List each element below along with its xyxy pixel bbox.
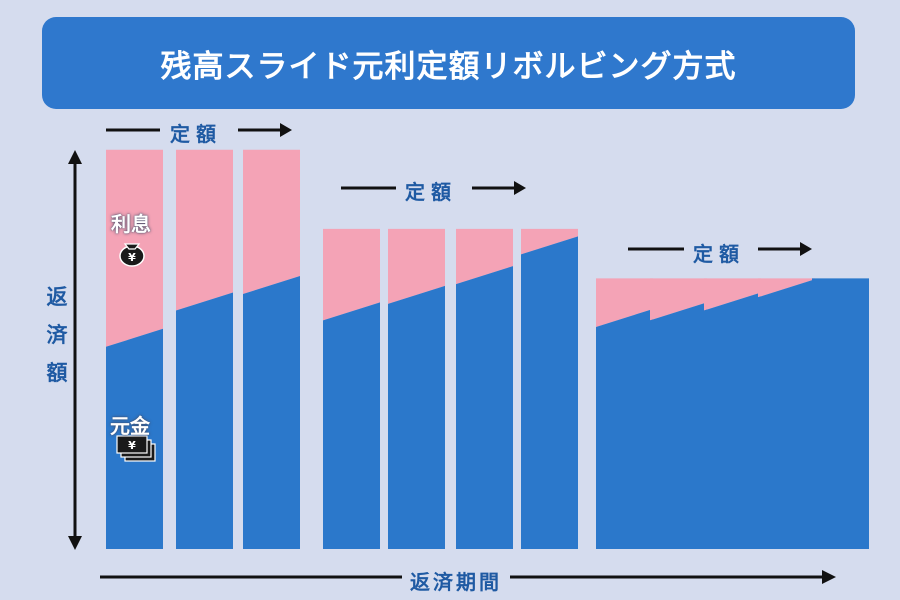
arrow-head-icon [280,123,292,137]
interest-segment [650,278,707,321]
svg-text:¥: ¥ [128,251,136,264]
interest-segment [176,149,233,311]
principal-segment [243,276,300,549]
interest-segment [596,278,653,327]
interest-label: 利息 [111,212,151,236]
interest-segment [758,278,815,298]
principal-segment [521,236,578,549]
interest-segment [388,228,445,304]
principal-segment [650,302,707,549]
x-axis-arrow-icon [822,570,836,584]
arrow-head-icon [514,181,526,195]
group-label-1: 定額 [170,122,222,146]
y-axis-arrow-up-icon [68,150,82,164]
y-axis-arrow-down-icon [68,536,82,550]
y-axis-label: 返済額 [46,285,68,385]
principal-segment [758,279,815,549]
principal-segment [176,292,233,549]
svg-text:¥: ¥ [128,439,136,452]
banknotes-icon: ¥ [116,435,156,462]
interest-segment [521,228,578,255]
group-label-2: 定額 [405,180,457,204]
page-title: 残高スライド元利定額リボルビング方式 [160,48,737,85]
title-banner: 残高スライド元利定額リボルビング方式 [42,17,855,109]
arrow-head-icon [800,242,812,256]
money-bag-yen-icon: ¥ [119,243,145,267]
principal-label: 元金 [110,414,150,438]
group-label-3: 定額 [693,242,745,266]
interest-segment [323,228,380,321]
principal-segment [596,309,653,549]
interest-segment [456,228,513,285]
principal-segment [704,292,761,549]
principal-segment [456,266,513,549]
interest-segment [704,278,761,311]
principal-segment [812,278,869,549]
x-axis-label: 返済期間 [402,566,510,595]
principal-segment [323,302,380,549]
principal-segment [388,285,445,549]
interest-segment [243,149,300,294]
